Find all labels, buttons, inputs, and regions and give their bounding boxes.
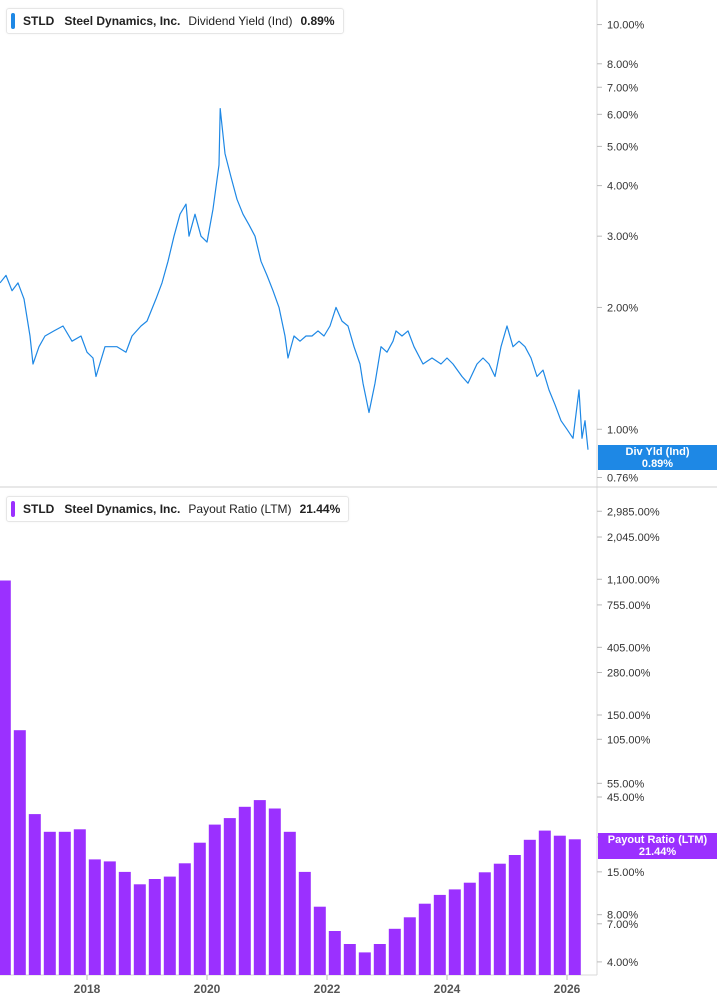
payout-ratio-value-tag: Payout Ratio (LTM) 21.44%: [598, 833, 717, 859]
payout-bar: [268, 808, 281, 975]
payout-bar: [298, 871, 311, 975]
tag-value: 0.89%: [641, 458, 674, 470]
y-tick-label: 150.00%: [607, 710, 651, 722]
x-tick-label: 2022: [314, 982, 341, 996]
y-tick-label: 8.00%: [607, 59, 638, 71]
y-tick-label: 1.00%: [607, 424, 638, 436]
payout-ratio-panel: [0, 580, 581, 975]
dividend-yield-line: [0, 108, 589, 450]
payout-bar: [283, 831, 296, 975]
legend-company: Steel Dynamics, Inc.: [64, 502, 181, 516]
payout-bar: [73, 829, 86, 975]
dividend-yield-panel: [0, 108, 589, 450]
y-tick-label: 2,045.00%: [607, 532, 660, 544]
y-tick-label: 7.00%: [607, 82, 638, 94]
payout-bar: [118, 871, 131, 975]
y-tick-label: 7.00%: [607, 919, 638, 931]
payout-bar: [148, 879, 161, 975]
payout-bar: [238, 806, 251, 975]
payout-bar: [43, 831, 56, 975]
payout-bar: [163, 876, 176, 975]
payout-bar: [478, 872, 491, 975]
legend-metric: Payout Ratio (LTM): [188, 502, 292, 516]
payout-bar: [328, 931, 341, 975]
tag-value: 21.44%: [638, 846, 677, 858]
payout-bar: [418, 903, 431, 975]
y-tick-label: 0.76%: [607, 472, 638, 484]
payout-bar: [193, 842, 206, 975]
y-tick-label: 3.00%: [607, 231, 638, 243]
x-tick-label: 2020: [194, 982, 221, 996]
payout-bar: [0, 580, 11, 975]
y-tick-label: 6.00%: [607, 109, 638, 121]
y-tick-label: 2,985.00%: [607, 506, 660, 518]
legend-value: 0.89%: [300, 14, 335, 28]
legend-company: Steel Dynamics, Inc.: [64, 14, 181, 28]
y-tick-label: 45.00%: [607, 792, 645, 804]
payout-bar: [373, 944, 386, 975]
payout-bar: [28, 814, 41, 975]
payout-bar: [343, 944, 356, 975]
y-tick-label: 10.00%: [607, 20, 645, 32]
y-tick-label: 4.00%: [607, 181, 638, 193]
payout-bar: [388, 928, 401, 975]
y-tick-label: 280.00%: [607, 667, 651, 679]
payout-bar: [313, 906, 326, 975]
payout-bar: [103, 861, 116, 975]
payout-bar: [568, 839, 581, 975]
legend-metric: Dividend Yield (Ind): [188, 14, 293, 28]
y-tick-label: 15.00%: [607, 867, 645, 879]
payout-bar: [553, 835, 566, 975]
payout-bar: [448, 889, 461, 975]
payout-bar: [463, 882, 476, 975]
tag-label: Div Yld (Ind): [625, 446, 690, 458]
payout-bar: [358, 952, 371, 975]
payout-bar: [493, 863, 506, 975]
y-tick-label: 55.00%: [607, 778, 645, 790]
payout-bar: [178, 863, 191, 975]
payout-ratio-legend[interactable]: STLD Steel Dynamics, Inc. Payout Ratio (…: [6, 496, 350, 522]
legend-ticker: STLD: [23, 14, 55, 28]
payout-bar: [253, 800, 266, 975]
y-tick-label: 8.00%: [607, 910, 638, 922]
dividend-yield-value-tag: Div Yld (Ind) 0.89%: [598, 445, 717, 470]
payout-bar: [523, 839, 536, 975]
payout-bar: [223, 818, 236, 975]
payout-bar: [13, 730, 26, 975]
payout-bar: [133, 884, 146, 975]
series-color-swatch: [11, 501, 15, 517]
payout-bar: [433, 894, 446, 975]
legend-ticker: STLD: [23, 502, 55, 516]
y-tick-label: 405.00%: [607, 642, 651, 654]
y-tick-label: 4.00%: [607, 957, 638, 969]
x-tick-label: 2024: [434, 982, 461, 996]
y-tick-label: 2.00%: [607, 302, 638, 314]
x-tick-label: 2018: [74, 982, 101, 996]
legend-value: 21.44%: [299, 502, 341, 516]
payout-bar: [58, 831, 71, 975]
payout-bar: [208, 824, 221, 975]
payout-bar: [88, 859, 101, 975]
payout-bar: [538, 830, 551, 975]
payout-bar: [403, 917, 416, 975]
series-color-swatch: [11, 13, 15, 29]
dividend-yield-legend[interactable]: STLD Steel Dynamics, Inc. Dividend Yield…: [6, 8, 344, 34]
tag-label: Payout Ratio (LTM): [607, 834, 708, 846]
x-tick-label: 2026: [554, 982, 581, 996]
y-tick-label: 755.00%: [607, 600, 651, 612]
y-tick-label: 5.00%: [607, 141, 638, 153]
y-tick-label: 1,100.00%: [607, 574, 660, 586]
y-tick-label: 105.00%: [607, 734, 651, 746]
payout-bar: [508, 855, 521, 975]
